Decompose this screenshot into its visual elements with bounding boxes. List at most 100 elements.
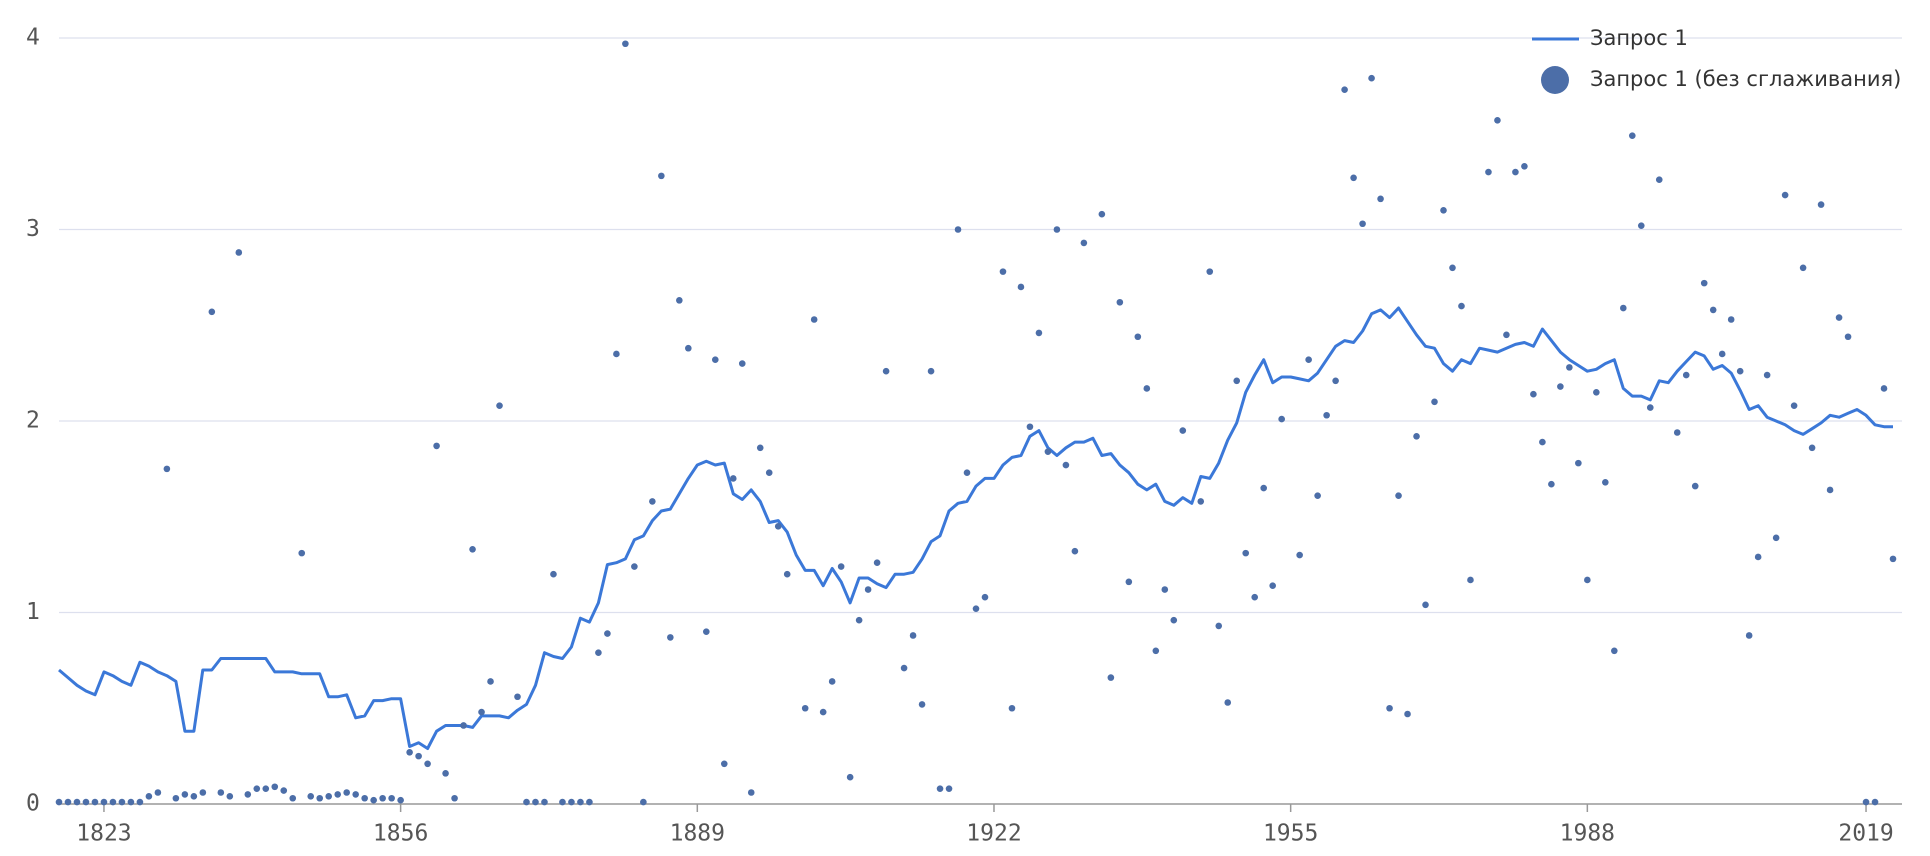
point	[352, 791, 359, 798]
point	[1125, 578, 1133, 586]
point	[846, 773, 854, 781]
point	[720, 760, 728, 768]
point	[1584, 576, 1591, 584]
point	[1709, 306, 1717, 314]
point	[343, 789, 350, 796]
point	[1080, 239, 1088, 247]
point	[1341, 86, 1348, 94]
point	[972, 605, 980, 612]
point	[451, 794, 458, 802]
point	[550, 570, 557, 578]
point	[999, 268, 1007, 275]
point	[100, 798, 108, 806]
y-tick-label: 0	[26, 791, 40, 817]
point	[756, 444, 764, 452]
point	[1152, 647, 1160, 655]
point	[658, 172, 665, 180]
y-tick-label: 4	[26, 25, 40, 51]
point	[604, 630, 611, 637]
point	[1422, 601, 1429, 609]
point	[1826, 486, 1834, 494]
point	[1413, 433, 1420, 440]
point	[702, 628, 710, 635]
point	[154, 789, 162, 796]
point	[406, 748, 413, 756]
point	[1593, 388, 1600, 396]
point	[1512, 168, 1519, 176]
point	[1305, 356, 1312, 364]
point	[469, 546, 476, 553]
point	[532, 798, 539, 806]
point	[244, 791, 252, 798]
point	[1808, 444, 1816, 452]
point	[118, 798, 126, 806]
point	[217, 789, 225, 796]
line	[58, 306, 1893, 750]
point	[577, 798, 584, 806]
point	[1620, 304, 1627, 312]
point	[1862, 798, 1870, 806]
legend-label: Запрос 1	[1590, 26, 1688, 50]
point	[289, 794, 297, 802]
point	[1395, 492, 1402, 499]
point	[307, 793, 315, 800]
point	[900, 664, 908, 672]
point	[1745, 632, 1753, 639]
point	[1700, 279, 1708, 287]
point	[523, 798, 530, 806]
point	[1062, 461, 1070, 469]
point	[1026, 423, 1034, 431]
point	[1494, 117, 1501, 124]
point	[1628, 132, 1636, 139]
point	[496, 402, 503, 409]
point	[1350, 174, 1357, 182]
point	[774, 523, 782, 530]
point	[1179, 427, 1187, 434]
point	[1170, 616, 1178, 624]
point	[1206, 268, 1214, 275]
point	[1835, 314, 1843, 321]
point	[397, 796, 404, 804]
point	[91, 798, 99, 806]
point	[379, 794, 386, 802]
point	[1233, 377, 1241, 385]
point	[1790, 402, 1798, 409]
point	[235, 249, 243, 256]
point	[1763, 371, 1771, 379]
point	[1431, 398, 1438, 406]
point	[1682, 371, 1690, 379]
point	[1880, 385, 1888, 392]
point	[1575, 459, 1582, 467]
point	[1799, 264, 1807, 272]
point	[271, 783, 279, 791]
point	[325, 793, 333, 800]
point	[783, 570, 791, 578]
point	[1817, 201, 1825, 208]
point	[424, 760, 431, 768]
x-tick-label: 2019	[1838, 821, 1893, 847]
point	[1386, 704, 1393, 712]
point	[55, 798, 63, 806]
point	[1673, 429, 1681, 436]
point	[622, 40, 629, 48]
point	[1548, 480, 1555, 488]
point	[361, 794, 368, 802]
point	[433, 442, 440, 450]
point	[1314, 492, 1321, 499]
point	[1359, 220, 1366, 228]
point	[64, 798, 72, 806]
point	[145, 793, 153, 800]
point	[1098, 210, 1106, 218]
legend-swatch	[1541, 66, 1569, 94]
point	[1530, 390, 1537, 398]
point	[801, 704, 809, 712]
point	[738, 360, 746, 367]
point	[1637, 222, 1645, 229]
point	[1143, 385, 1151, 392]
point	[909, 632, 917, 639]
point	[918, 701, 926, 708]
point	[882, 367, 890, 375]
point	[478, 708, 485, 716]
point	[1008, 704, 1016, 712]
point	[1646, 404, 1654, 411]
